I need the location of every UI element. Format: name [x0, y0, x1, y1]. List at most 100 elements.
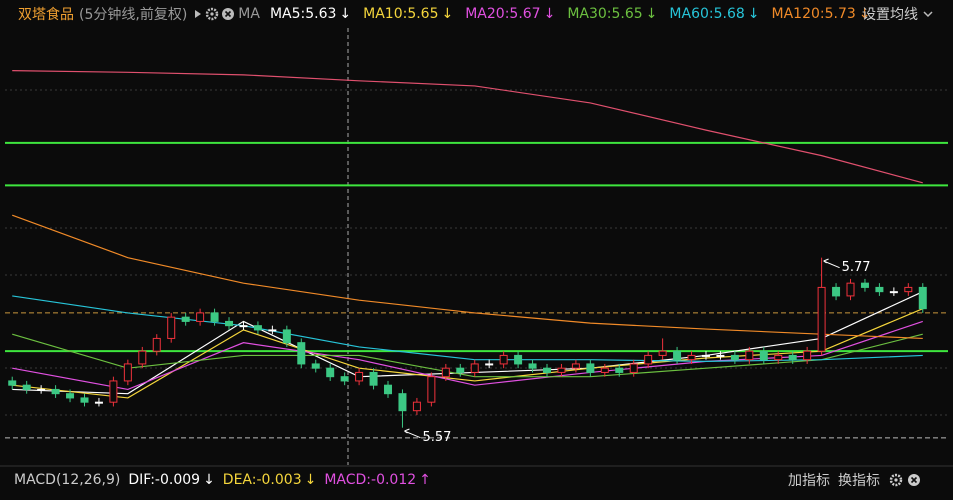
macd-value: MACD:-0.012 [324, 472, 417, 488]
macd-trend: ↓ [203, 472, 215, 488]
close-icon[interactable] [220, 7, 236, 21]
annotation-arrow [823, 258, 840, 269]
candle-body [210, 312, 219, 322]
macd-trend: ↓ [304, 472, 317, 488]
candle-body [94, 401, 103, 404]
candle-body [557, 367, 566, 373]
chevron-icon[interactable] [923, 9, 933, 19]
candle-body [832, 286, 841, 297]
legend-entry: MA10:5.65 [363, 6, 439, 22]
switch-indicator[interactable]: 换指标 [838, 473, 880, 489]
legend-entry: MA60:5.68 [669, 6, 745, 22]
legend-trend: ↓ [441, 6, 454, 22]
candle-body [687, 354, 696, 361]
candle-body [51, 388, 60, 395]
candle-body [499, 354, 508, 365]
macd-values: DIF:-0.009 ↓ DEA:-0.003 ↓ MACD:-0.012 ↑ [128, 472, 439, 488]
candle-body [123, 363, 132, 382]
candle-body [311, 363, 320, 369]
settings-label[interactable]: 设置均线 [862, 7, 918, 23]
candle-body [644, 354, 653, 365]
candle-body [860, 282, 869, 288]
candle-body [875, 286, 884, 293]
stock-name[interactable]: 双塔食品 [18, 7, 74, 23]
candle-body [282, 329, 291, 344]
macd-title: MACD(12,26,9) [14, 472, 121, 488]
ma-line [12, 320, 923, 391]
annotation-label: 5.77 [842, 260, 871, 275]
candle-body [167, 316, 176, 339]
candle-body [80, 397, 89, 403]
candle-body [918, 286, 927, 310]
candle-body [412, 401, 421, 412]
gear-icon[interactable] [888, 473, 906, 487]
candle-body [441, 367, 450, 378]
candle-body [109, 380, 118, 403]
candle-body [701, 354, 710, 357]
candle-body [181, 316, 190, 322]
ma-line [12, 214, 923, 340]
candle-body [456, 367, 465, 373]
candle-body [889, 291, 898, 294]
candle-body [730, 354, 739, 361]
gear-icon[interactable] [204, 7, 220, 21]
candle-body [514, 354, 523, 365]
candle-body [196, 312, 205, 322]
candle-body [253, 325, 262, 331]
candle-body [528, 363, 537, 369]
close-icon[interactable] [906, 473, 922, 487]
legend-entry: MA30:5.65 [567, 6, 643, 22]
candle-body [268, 329, 277, 332]
add-indicator[interactable]: 加指标 [788, 473, 830, 489]
annotation-arrow [404, 428, 421, 439]
candle-body [398, 393, 407, 412]
legend-trend: ↓ [645, 6, 658, 22]
candle-body [629, 363, 638, 373]
macd-value: DEA:-0.003 [222, 472, 302, 488]
candle-body [384, 384, 393, 395]
legend-trend: ↓ [339, 6, 352, 22]
candle-body [542, 367, 551, 373]
ma-line [12, 70, 923, 184]
candle-body [326, 367, 335, 378]
candle-body [22, 384, 31, 390]
candle-body [600, 367, 609, 373]
candle-body [8, 380, 17, 386]
macd-value: DIF:-0.009 [128, 472, 201, 488]
candle-body [846, 282, 855, 297]
candle-body [586, 363, 595, 373]
candle-body [355, 371, 364, 382]
candle-body [239, 325, 248, 328]
candle-body [571, 363, 580, 369]
ma-line [12, 295, 923, 362]
candle-body [673, 350, 682, 361]
candle-body [817, 286, 826, 352]
annotation-label: 5.57 [422, 430, 451, 445]
candle-body [803, 350, 812, 361]
candle-body [369, 371, 378, 386]
legend-trend: ↓ [747, 6, 760, 22]
legend-entry: MA5:5.63 [269, 6, 337, 22]
candle-body [427, 376, 436, 403]
candle-body [37, 388, 46, 391]
candle-body [485, 363, 494, 366]
ma-label: MA [238, 6, 260, 22]
period: (5分钟线,前复权) [79, 7, 188, 23]
candle-body [152, 337, 161, 352]
legend-trend: ↓ [543, 6, 556, 22]
expand-icon[interactable] [192, 8, 204, 20]
settings[interactable]: 设置均线 [862, 4, 933, 24]
candle-body [470, 363, 479, 373]
candle-body [788, 354, 797, 361]
legend-trend: ↓ [858, 6, 871, 22]
legend-entry: MA120:5.73 [771, 6, 856, 22]
candle-body [615, 367, 624, 373]
indicator-buttons: 加指标 换指标 [788, 470, 922, 490]
macd-trend: ↑ [419, 472, 431, 488]
candle-body [745, 350, 754, 361]
ma-line [12, 308, 924, 399]
candle-body [774, 354, 783, 361]
candle-body [658, 350, 667, 356]
